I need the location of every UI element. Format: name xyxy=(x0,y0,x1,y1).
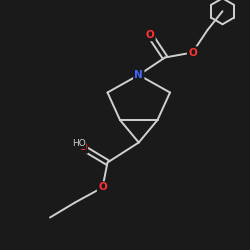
Text: O: O xyxy=(188,48,197,58)
Text: HO: HO xyxy=(72,139,86,148)
Text: O: O xyxy=(78,142,87,152)
Text: O: O xyxy=(98,182,107,192)
Text: N: N xyxy=(134,70,143,80)
Text: O: O xyxy=(146,30,154,40)
